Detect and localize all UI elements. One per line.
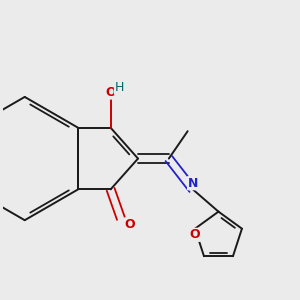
Text: O: O (190, 228, 200, 241)
Text: O: O (105, 86, 116, 99)
Text: O: O (124, 218, 135, 231)
Text: N: N (188, 177, 198, 190)
Text: H: H (115, 81, 124, 94)
